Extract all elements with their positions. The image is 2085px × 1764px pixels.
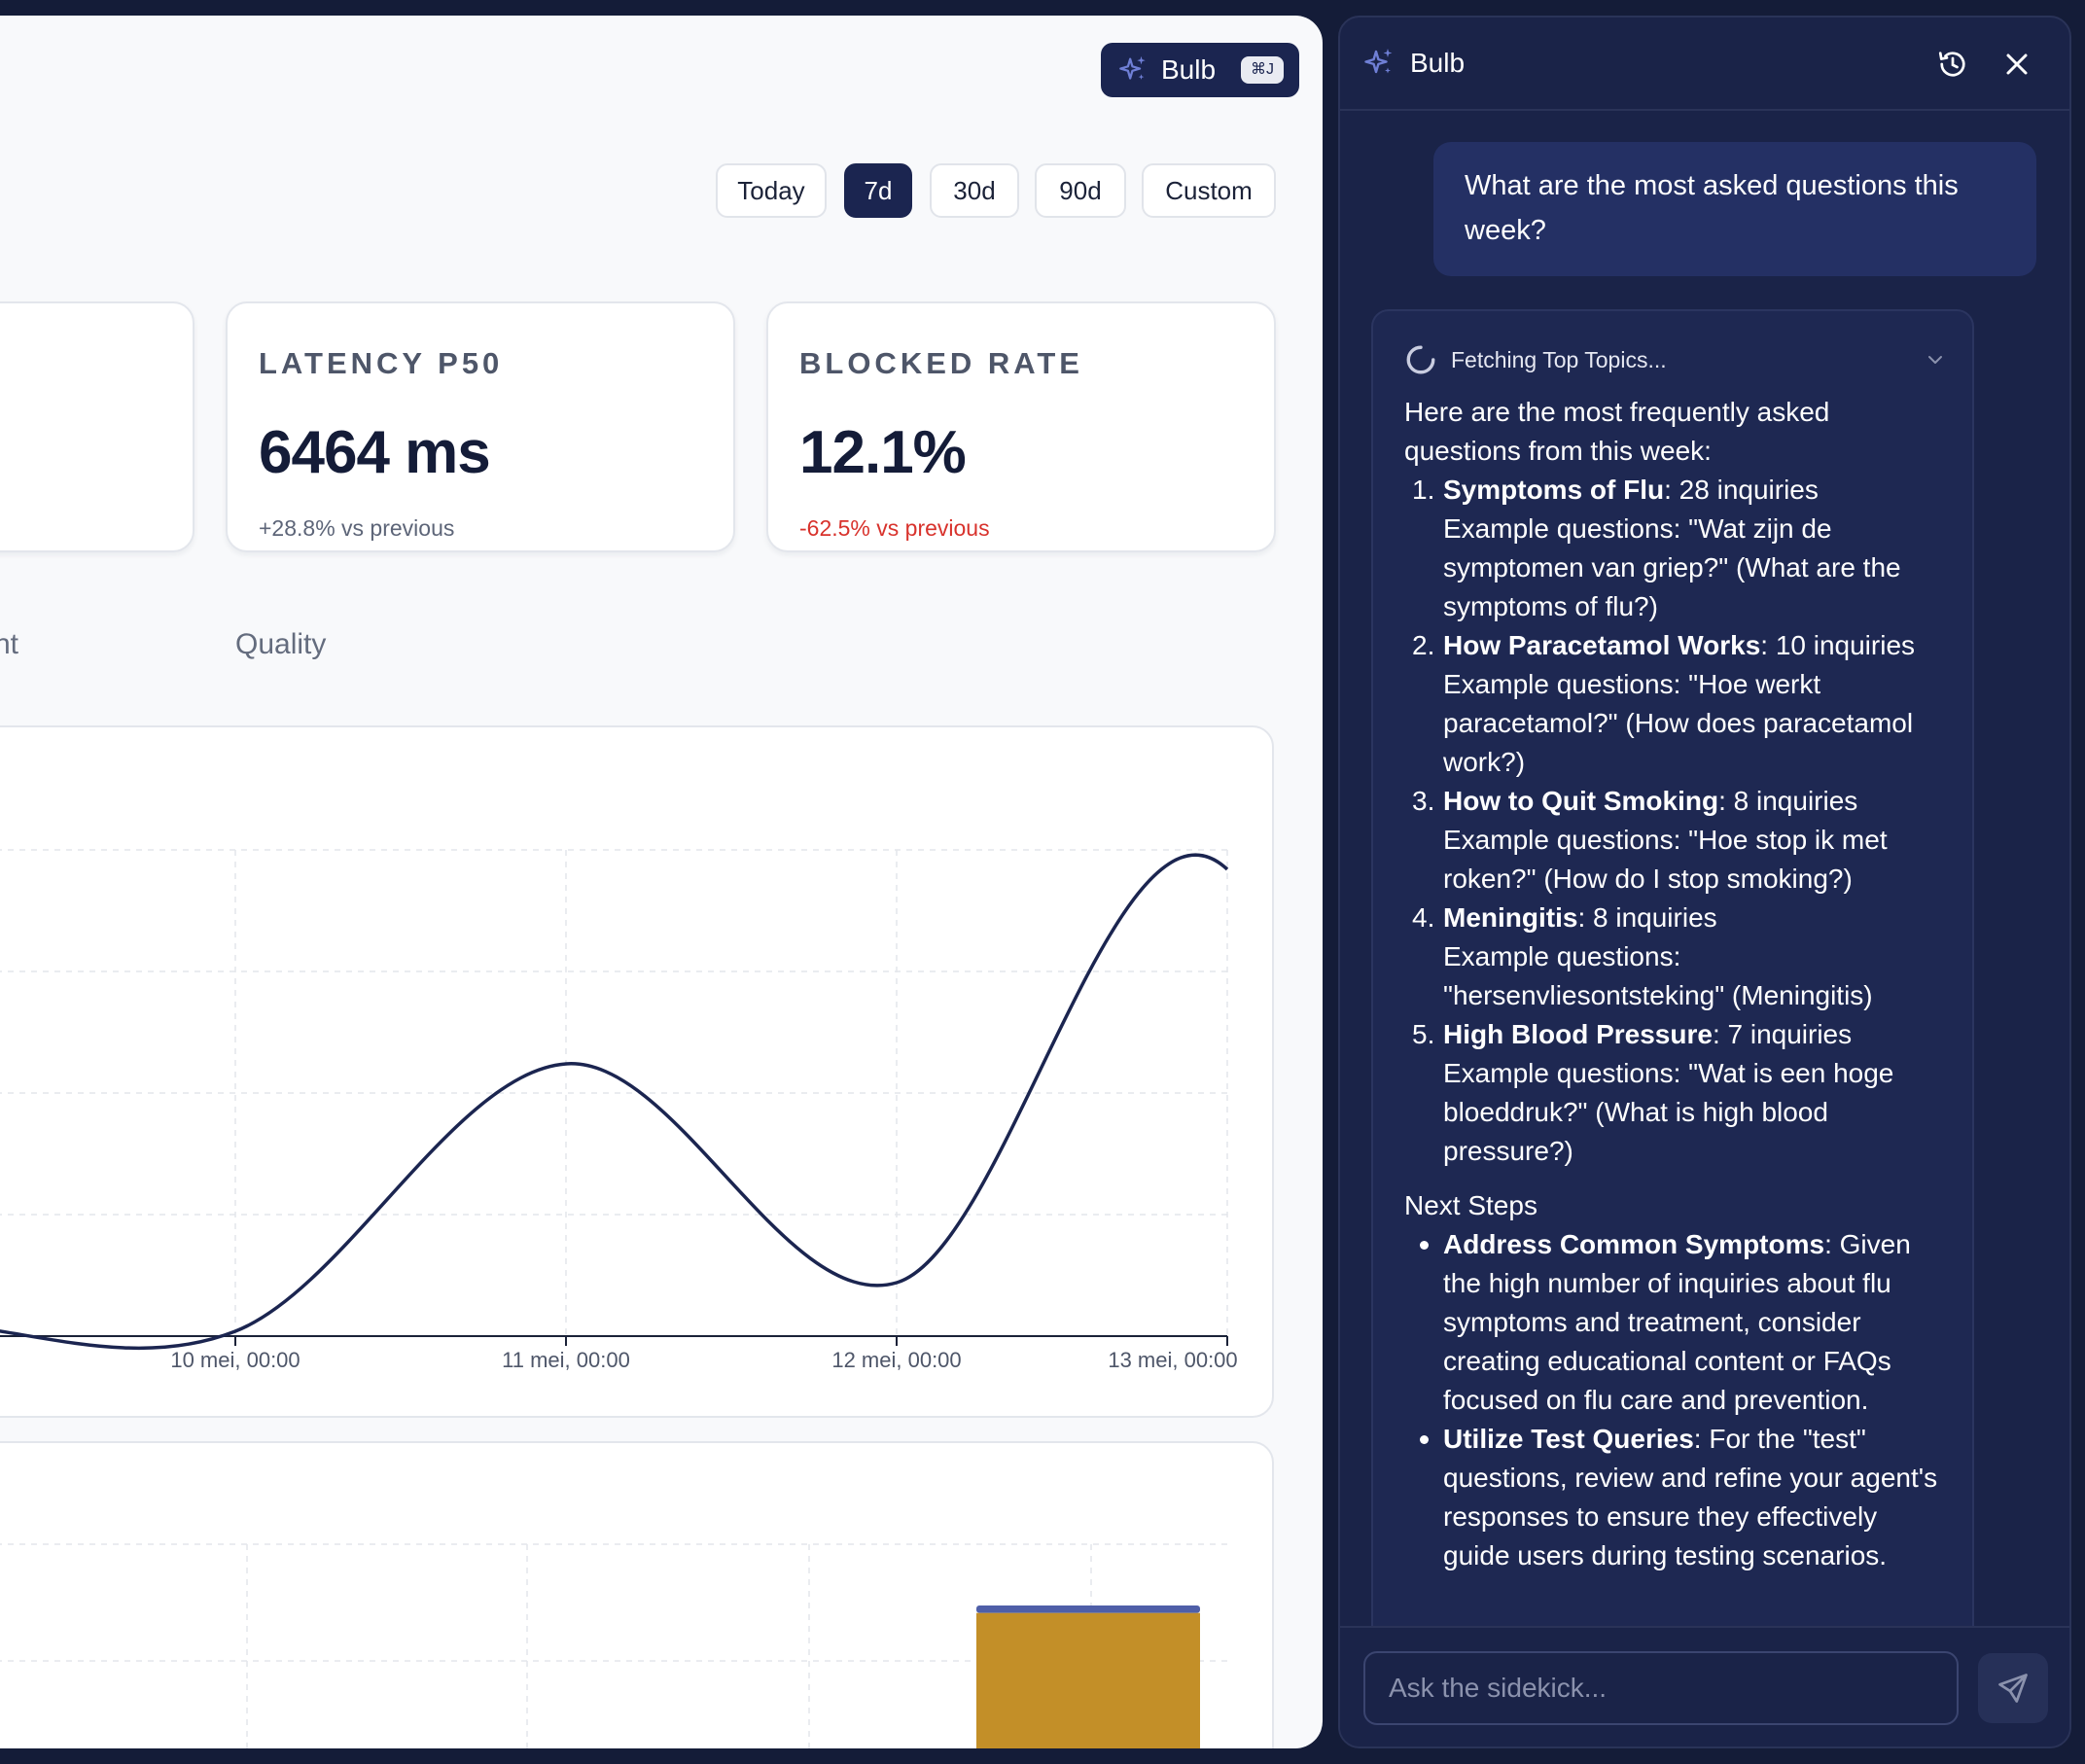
x-tick-label: 11 mei, 00:00 bbox=[502, 1348, 630, 1372]
sparkle-icon bbox=[1119, 55, 1146, 80]
list-item: 2. How Paracetamol Works: 10 inquiries Exa… bbox=[1412, 630, 1916, 777]
loading-spinner-icon bbox=[1406, 345, 1435, 374]
composer bbox=[1340, 1626, 2069, 1746]
list-item: 3. How to Quit Smoking: 8 inquiries Exampl… bbox=[1412, 786, 1888, 894]
series-line bbox=[0, 853, 1229, 1350]
ask-sidekick-input[interactable] bbox=[1363, 1651, 1959, 1725]
assistant-message: Fetching Top Topics... Here are the most… bbox=[1371, 309, 1974, 1690]
tab-quality[interactable]: Quality bbox=[235, 628, 327, 660]
metric-value: 6464 ms bbox=[259, 419, 491, 486]
assistant-intro: Here are the most frequently asked quest… bbox=[1404, 397, 1830, 466]
x-tick-label: 13 mei, 00:00 bbox=[1108, 1348, 1237, 1372]
metric-value: 12.1% bbox=[799, 419, 967, 486]
tab-partial[interactable]: nt bbox=[0, 628, 19, 660]
metric-card-partial bbox=[0, 301, 194, 552]
bar-segment-primary bbox=[976, 1612, 1200, 1748]
bar-chart-panel bbox=[0, 1441, 1274, 1748]
next-steps-list: Address Common Symptoms: Given the high … bbox=[1404, 1225, 1941, 1575]
shortcut-badge: ⌘J bbox=[1241, 56, 1284, 84]
x-tick-label: 12 mei, 00:00 bbox=[831, 1348, 961, 1372]
bar-segment-secondary bbox=[976, 1605, 1200, 1613]
sidekick-panel: Bulb What are the most asked questions t… bbox=[1338, 16, 2071, 1748]
range-today-button[interactable]: Today bbox=[716, 163, 827, 218]
line-chart-panel: 10 mei, 00:00 11 mei, 00:00 12 mei, 00:00 1… bbox=[0, 725, 1274, 1418]
list-item: 1. Symptoms of Flu: 28 inquiries Example q… bbox=[1412, 475, 1901, 621]
chart-grid bbox=[0, 849, 1228, 1337]
bulb-open-label: Bulb bbox=[1161, 54, 1217, 85]
list-item: 4. Meningitis: 8 inquiries Example questio… bbox=[1412, 902, 1873, 1010]
range-30d-button[interactable]: 30d bbox=[930, 163, 1019, 218]
list-item: Utilize Test Queries: For the "test" que… bbox=[1404, 1420, 1941, 1575]
close-icon[interactable] bbox=[1999, 47, 2034, 82]
metric-card-blocked-rate: BLOCKED RATE 12.1% -62.5% vs previous bbox=[766, 301, 1276, 552]
sidekick-title: Bulb bbox=[1410, 48, 1466, 78]
metric-delta: +28.8% vs previous bbox=[259, 515, 455, 541]
dashboard-panel: Bulb ⌘J Today 7d 30d 90d Custom LATENCY … bbox=[0, 16, 1323, 1748]
line-chart: 10 mei, 00:00 11 mei, 00:00 12 mei, 00:00 1… bbox=[0, 849, 1238, 1372]
bulb-open-button[interactable]: Bulb ⌘J bbox=[1101, 43, 1299, 97]
metric-card-latency: LATENCY P50 6464 ms +28.8% vs previous bbox=[226, 301, 735, 552]
sidekick-header: Bulb bbox=[1340, 18, 2069, 111]
bar-chart bbox=[0, 1543, 1227, 1748]
list-item: Address Common Symptoms: Given the high … bbox=[1404, 1225, 1941, 1420]
topics-list: 1. Symptoms of Flu: 28 inquiries Example q… bbox=[1404, 471, 1941, 1171]
metric-label: LATENCY P50 bbox=[259, 346, 504, 380]
metric-label: BLOCKED RATE bbox=[799, 346, 1083, 380]
user-message: What are the most asked questions this w… bbox=[1433, 142, 2036, 276]
chevron-down-icon[interactable] bbox=[1924, 348, 1947, 371]
next-steps-title: Next Steps bbox=[1404, 1190, 1537, 1220]
history-icon[interactable] bbox=[1935, 47, 1970, 82]
x-tick-label: 10 mei, 00:00 bbox=[170, 1348, 300, 1372]
sparkle-icon bbox=[1364, 49, 1393, 74]
range-90d-button[interactable]: 90d bbox=[1035, 163, 1126, 218]
metric-delta: -62.5% vs previous bbox=[799, 515, 990, 541]
tool-status-row[interactable]: Fetching Top Topics... bbox=[1404, 336, 1942, 383]
send-button[interactable] bbox=[1978, 1653, 2048, 1723]
send-icon bbox=[1998, 1674, 2028, 1703]
tool-status-label: Fetching Top Topics... bbox=[1451, 347, 1667, 372]
range-7d-button[interactable]: 7d bbox=[844, 163, 912, 218]
list-item: 5. High Blood Pressure: 7 inquiries Exampl… bbox=[1412, 1019, 1894, 1166]
range-custom-button[interactable]: Custom bbox=[1142, 163, 1276, 218]
